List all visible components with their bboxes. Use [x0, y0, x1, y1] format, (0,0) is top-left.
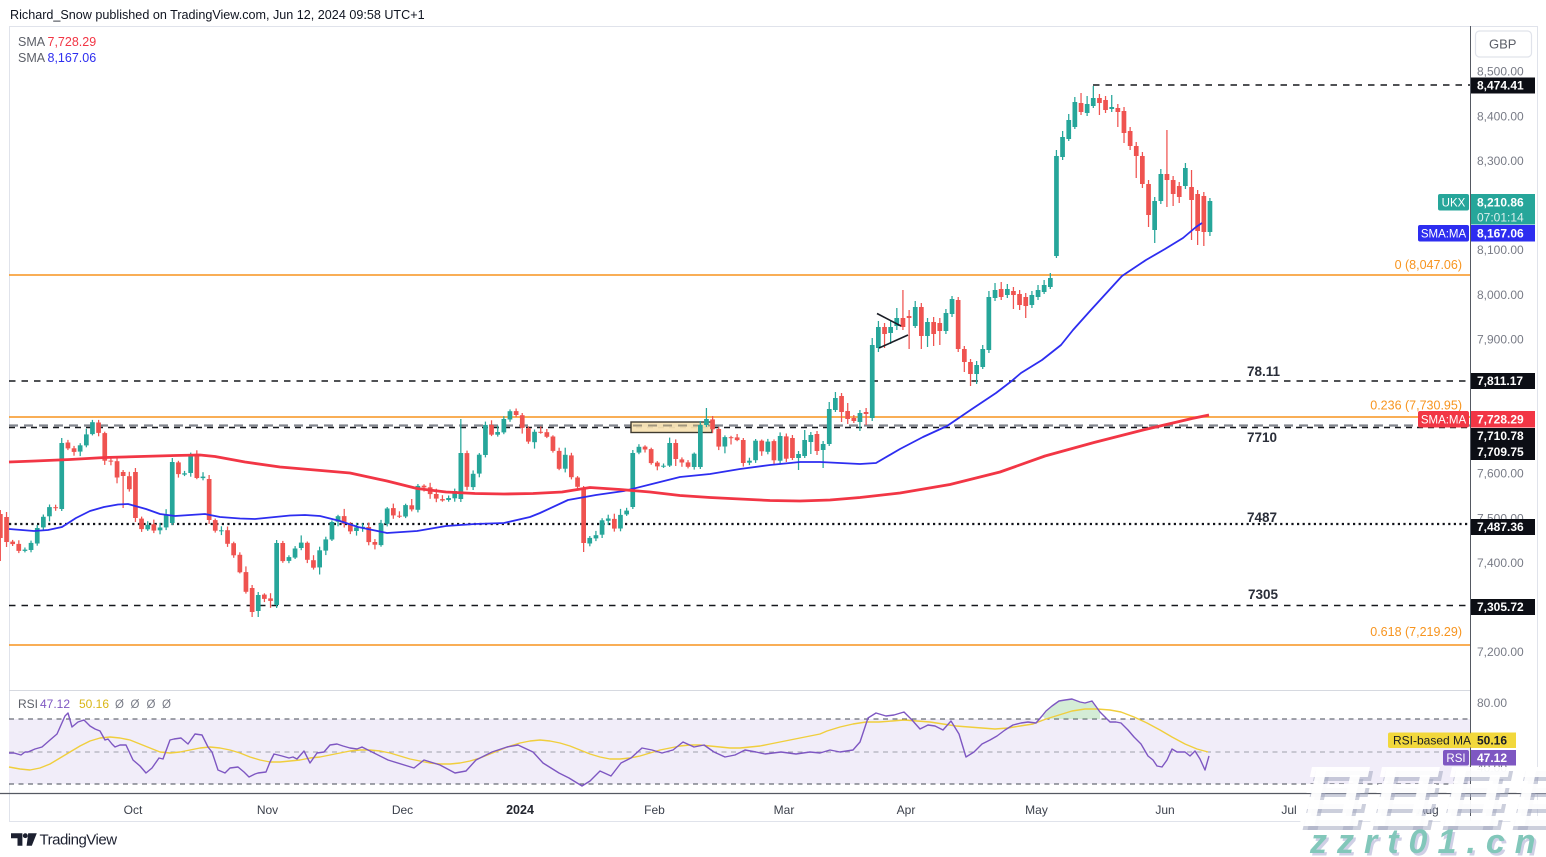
svg-text:47.12: 47.12 — [40, 697, 70, 711]
svg-text:TradingView: TradingView — [40, 832, 118, 849]
svg-text:Dec: Dec — [392, 803, 413, 817]
svg-text:Oct: Oct — [124, 803, 143, 817]
svg-text:0 (8,047.06): 0 (8,047.06) — [1395, 258, 1462, 272]
svg-text:Jul: Jul — [1281, 803, 1296, 817]
svg-text:8,167.06: 8,167.06 — [48, 51, 97, 65]
svg-text:GBP: GBP — [1489, 37, 1516, 52]
svg-text:7,709.75: 7,709.75 — [1477, 445, 1524, 459]
svg-text:50.16: 50.16 — [1477, 734, 1507, 748]
svg-text:7487: 7487 — [1247, 510, 1277, 525]
svg-text:7,400.00: 7,400.00 — [1477, 556, 1524, 570]
svg-text:7305: 7305 — [1248, 587, 1279, 602]
svg-text:07:01:14: 07:01:14 — [1477, 211, 1524, 225]
svg-text:8,210.86: 8,210.86 — [1477, 196, 1524, 210]
svg-text:RSI: RSI — [1446, 753, 1465, 765]
svg-text:2024: 2024 — [506, 803, 534, 817]
svg-text:47.12: 47.12 — [1477, 751, 1507, 765]
svg-text:8,500.00: 8,500.00 — [1477, 65, 1524, 79]
svg-text:Apr: Apr — [897, 803, 916, 817]
svg-text:zzrt01.cn: zzrt01.cn — [1309, 823, 1546, 857]
svg-text:zzrt01.cn: zzrt01.cn — [1311, 825, 1546, 857]
svg-text:50.16: 50.16 — [79, 697, 109, 711]
svg-text:RSI-based MA: RSI-based MA — [1393, 734, 1471, 748]
svg-text:7,600.00: 7,600.00 — [1477, 467, 1524, 481]
svg-text:SMA: SMA — [18, 51, 46, 65]
svg-text:7,811.17: 7,811.17 — [1477, 374, 1523, 388]
svg-text:8,100.00: 8,100.00 — [1477, 243, 1524, 257]
svg-text:SMA: SMA — [18, 35, 46, 49]
svg-text:8,167.06: 8,167.06 — [1477, 227, 1524, 241]
svg-text:0.618 (7,219.29): 0.618 (7,219.29) — [1370, 625, 1462, 639]
svg-text:SMA:MA: SMA:MA — [1421, 229, 1467, 241]
svg-text:8,300.00: 8,300.00 — [1477, 154, 1524, 168]
svg-text:7,710.78: 7,710.78 — [1477, 429, 1524, 443]
svg-text:8,474.41: 8,474.41 — [1477, 79, 1524, 93]
svg-text:Ø: Ø — [131, 699, 140, 711]
svg-text:78.11: 78.11 — [1247, 364, 1281, 379]
svg-text:Jun: Jun — [1155, 803, 1174, 817]
svg-text:Richard_Snow published on Trad: Richard_Snow published on TradingView.co… — [10, 8, 425, 22]
svg-text:Ø: Ø — [162, 699, 171, 711]
svg-text:7,305.72: 7,305.72 — [1477, 600, 1524, 614]
svg-text:Ø: Ø — [147, 699, 156, 711]
svg-text:RSI: RSI — [18, 697, 38, 711]
svg-text:0.236 (7,730.95): 0.236 (7,730.95) — [1370, 399, 1462, 413]
svg-text:80.00: 80.00 — [1477, 696, 1507, 710]
svg-text:May: May — [1025, 803, 1048, 817]
svg-text:Ø: Ø — [115, 699, 124, 711]
svg-text:7,728.29: 7,728.29 — [48, 35, 97, 49]
svg-text:UKX: UKX — [1442, 198, 1466, 210]
svg-text:Feb: Feb — [644, 803, 665, 817]
svg-text:7,200.00: 7,200.00 — [1477, 645, 1524, 659]
svg-text:7710: 7710 — [1247, 430, 1277, 445]
svg-text:7,900.00: 7,900.00 — [1477, 333, 1524, 347]
svg-text:SMA:MA: SMA:MA — [1421, 415, 1467, 427]
svg-text:Mar: Mar — [774, 803, 795, 817]
svg-text:Nov: Nov — [257, 803, 278, 817]
svg-text:8,400.00: 8,400.00 — [1477, 110, 1524, 124]
svg-text:8,000.00: 8,000.00 — [1477, 288, 1524, 302]
svg-text:7,728.29: 7,728.29 — [1477, 413, 1524, 427]
svg-text:7,487.36: 7,487.36 — [1477, 520, 1524, 534]
